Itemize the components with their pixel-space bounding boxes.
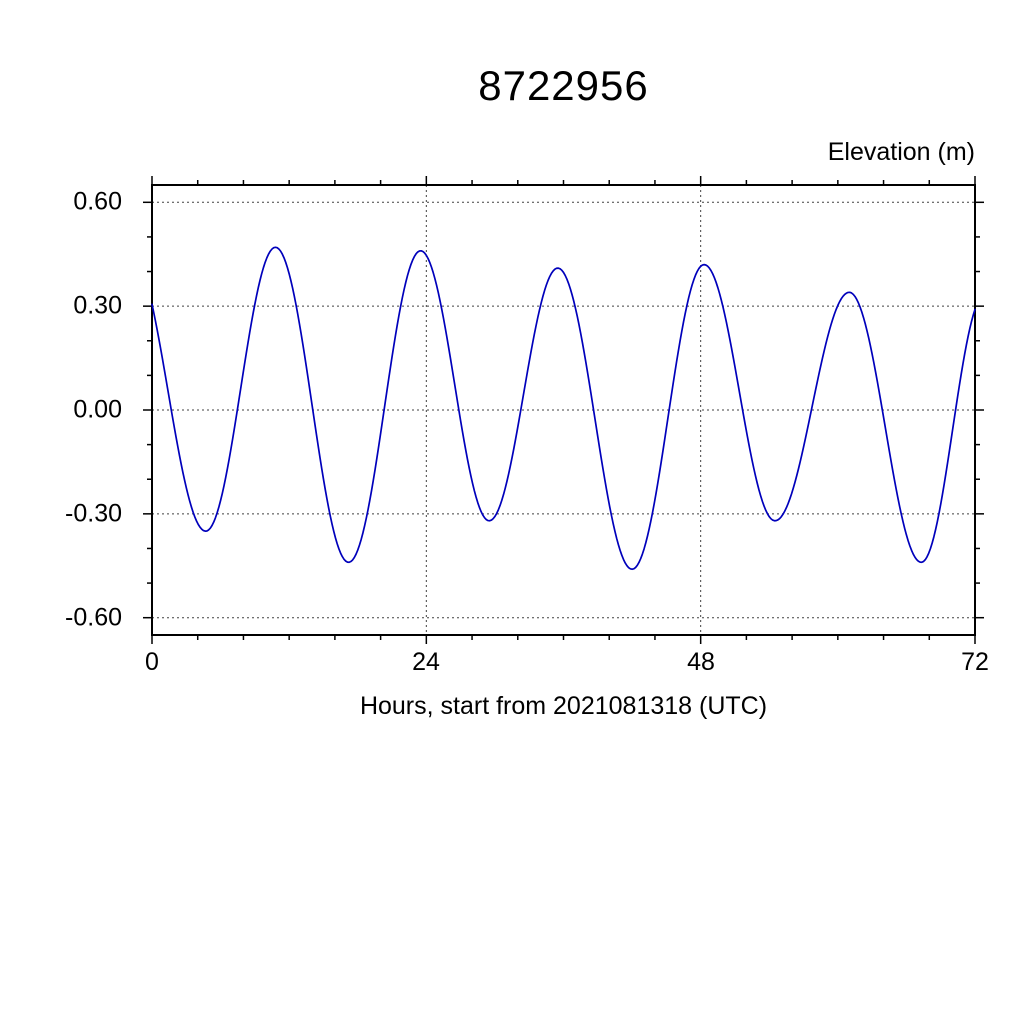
x-tick-label: 0 <box>145 648 159 676</box>
y-tick-label: 0.60 <box>73 187 122 216</box>
plot-frame <box>151 184 976 636</box>
y-tick-label: 0.00 <box>73 395 122 424</box>
y-tick-label: 0.30 <box>73 291 122 320</box>
x-tick-label: 72 <box>961 648 989 676</box>
x-axis-title: Hours, start from 2021081318 (UTC) <box>359 692 768 720</box>
y-tick-label: -0.60 <box>65 603 122 632</box>
y-axis-title: Elevation (m) <box>827 138 975 166</box>
chart-title: 8722956 <box>478 62 649 109</box>
y-tick-label: -0.30 <box>65 499 122 528</box>
x-tick-label: 24 <box>412 648 440 676</box>
tide-curve <box>151 246 976 571</box>
x-tick-label: 48 <box>687 648 715 676</box>
